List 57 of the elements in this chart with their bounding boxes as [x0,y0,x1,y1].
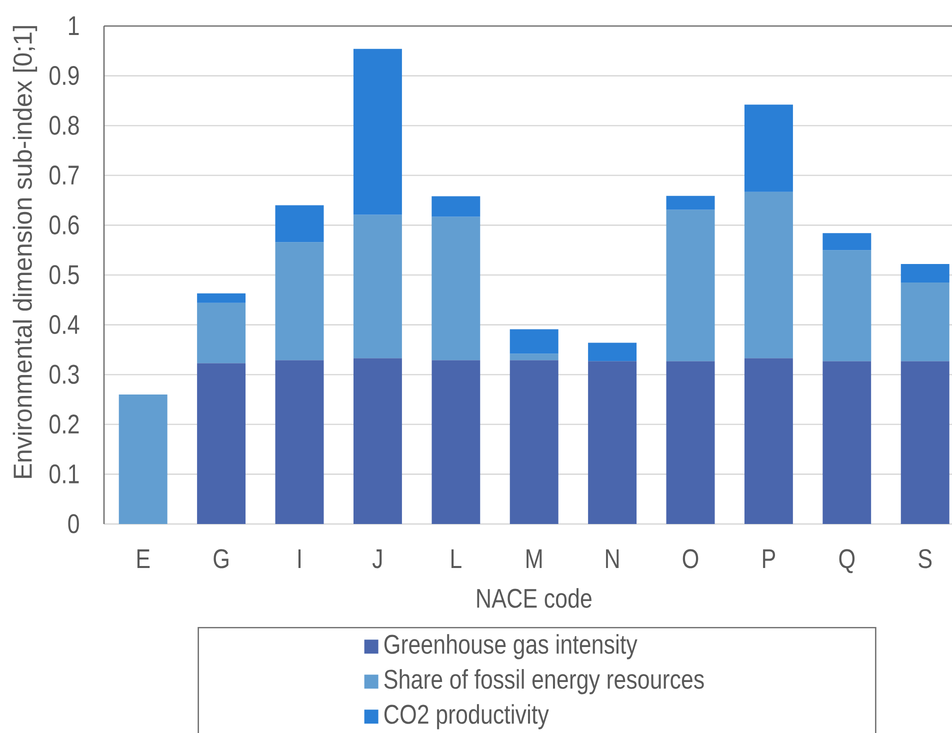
bar [353,358,402,524]
x-tick-label: I [298,549,301,568]
bar [588,342,637,362]
bar [822,250,872,362]
bar [510,329,558,354]
y-tick-label: 0.9 [50,66,79,86]
bar [432,196,480,217]
legend-label: Greenhouse gas intensity [384,634,638,660]
x-tick-label: M [526,549,542,568]
bar [900,282,950,362]
y-tick-label: 0.6 [50,215,79,234]
bar [744,358,793,524]
y-tick-label: 0.3 [50,364,79,384]
x-tick-label: E [137,549,150,568]
bar [275,242,324,360]
bar [822,233,872,250]
bar [432,216,480,360]
legend-label: CO2 productivity [384,704,549,730]
y-tick-label: 0.8 [50,116,79,135]
x-tick-label: O [682,549,698,568]
y-tick-label: 0.4 [50,314,80,334]
x-tick-label: Q [839,549,855,574]
bar [353,48,402,215]
x-tick-label: G [214,549,228,568]
bar [900,361,950,524]
bar [197,293,246,303]
bar [353,214,402,358]
bar [510,360,558,524]
y-tick-label: 0 [68,514,79,534]
bar [744,192,793,358]
x-tick-label: J [372,549,382,568]
y-tick-label: 0.7 [50,166,79,185]
bar [197,302,246,364]
legend-label: Share of fossil energy resources [384,669,704,694]
bar [666,361,715,524]
y-axis-title: Environmental dimension sub-index [0;1] [12,26,38,478]
bar [822,361,872,524]
x-axis-title: NACE code [477,588,592,608]
y-tick-label: 0.2 [50,414,79,434]
bar [118,394,168,524]
y-tick-label: 0.1 [50,464,79,484]
bar [275,360,324,524]
bar [510,354,558,360]
y-tick-label: 1 [69,16,79,35]
bar [666,210,715,362]
x-tick-label: P [763,549,776,568]
bar [666,196,715,210]
bar [197,363,246,524]
bar [900,264,950,282]
bar [744,104,793,192]
x-tick-label: L [452,549,462,568]
bar [432,360,480,524]
x-tick-label: S [918,549,932,568]
x-tick-label: N [606,549,619,568]
bar [588,361,637,524]
bar [275,205,324,242]
y-tick-label: 0.5 [50,265,79,284]
